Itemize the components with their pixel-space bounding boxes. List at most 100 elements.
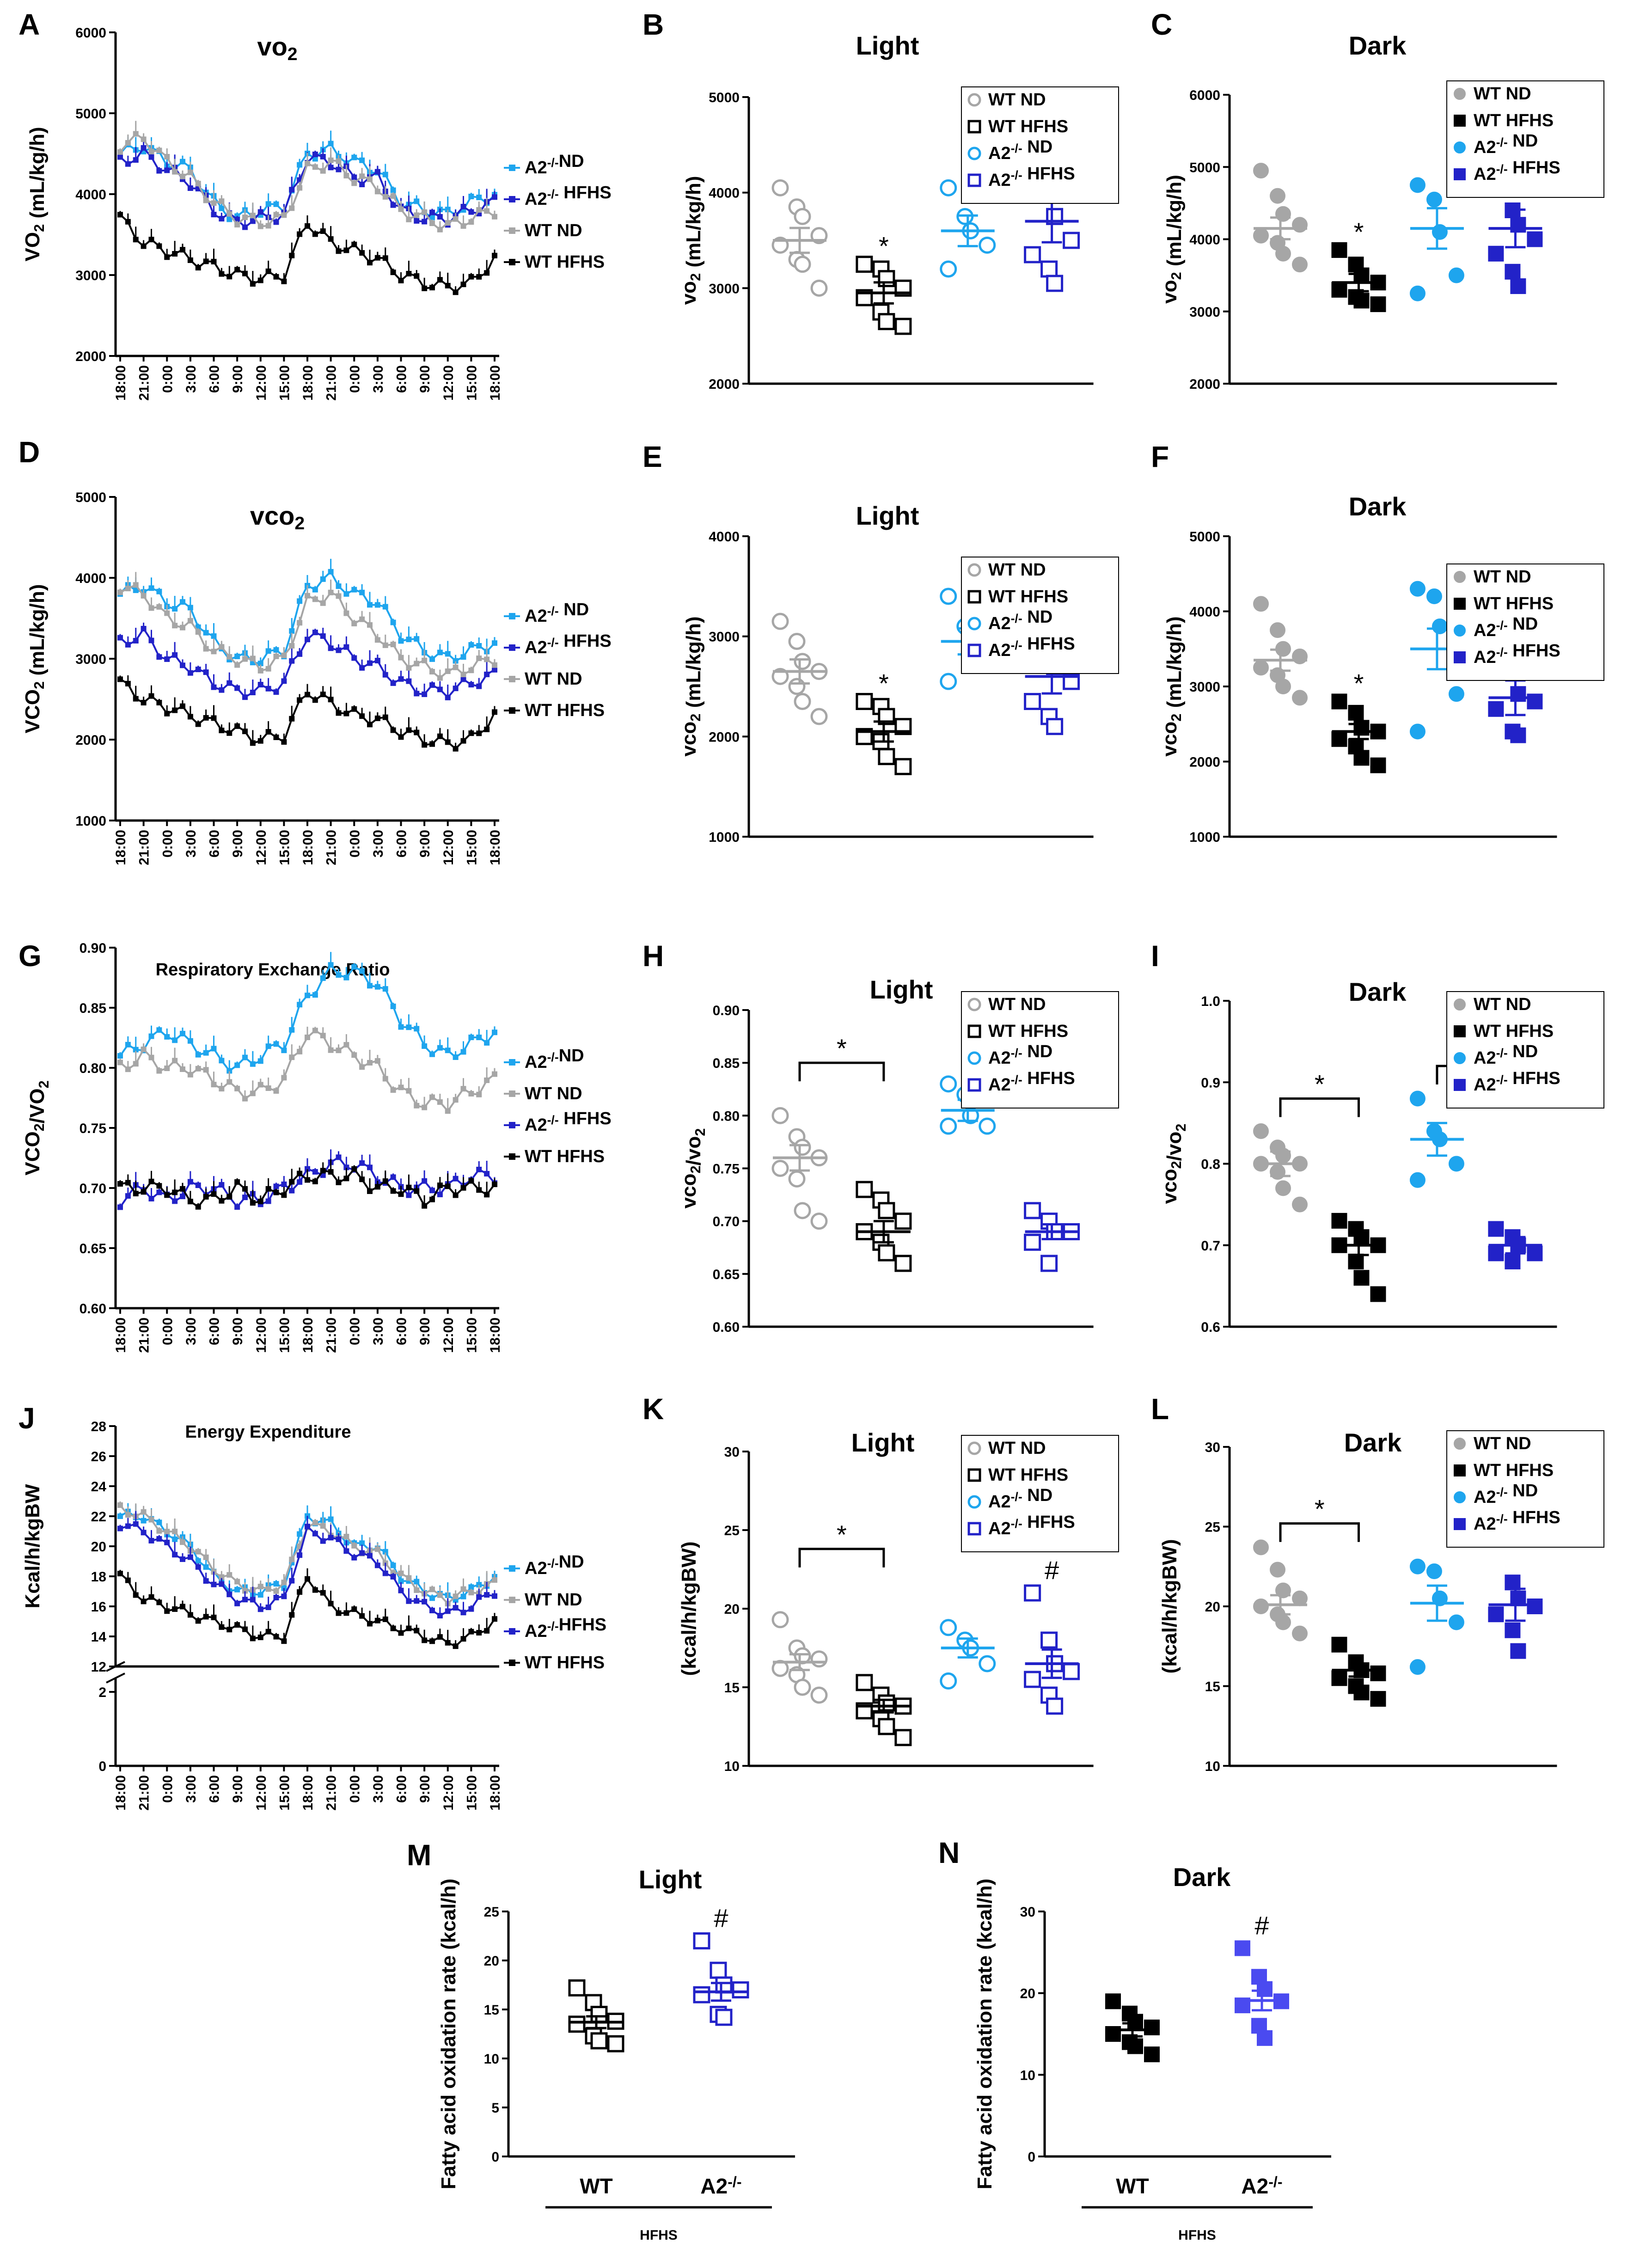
- data-point: [390, 1188, 396, 1194]
- x-tick-label: 3:00: [371, 1317, 386, 1345]
- data-point: [297, 1531, 303, 1537]
- data-point: [250, 1635, 256, 1642]
- data-point: [164, 656, 170, 662]
- legend-label: WT HFHS: [525, 1653, 605, 1672]
- data-point: [141, 1509, 147, 1515]
- data-point: [312, 1531, 318, 1537]
- data-point: [125, 219, 131, 225]
- data-point: [195, 1066, 201, 1072]
- chart-title: Energy Expenditure: [185, 1422, 351, 1442]
- data-point: [242, 1054, 248, 1060]
- legend-label: A2-/- HFHS: [988, 164, 1075, 190]
- data-point: [156, 654, 162, 660]
- data-point: [257, 1058, 263, 1064]
- data-point: [468, 1590, 474, 1596]
- data-point: [414, 1587, 420, 1593]
- data-point: [422, 742, 428, 748]
- legend-box: [961, 86, 1119, 204]
- data-point: [164, 710, 170, 717]
- data-point: [794, 208, 811, 225]
- data-point: [406, 1192, 412, 1198]
- data-point: [1409, 1090, 1426, 1107]
- data-point: [382, 604, 388, 610]
- legend-label: A2-/- HFHS: [525, 631, 612, 657]
- data-point: [940, 179, 957, 196]
- data-point: [164, 1608, 170, 1614]
- legend-label: A2-/- HFHS: [1474, 1508, 1560, 1534]
- data-point: [398, 638, 404, 644]
- data-point: [156, 147, 162, 153]
- data-point: [414, 218, 420, 224]
- data-point: [289, 1578, 295, 1584]
- data-point: [125, 1180, 131, 1186]
- legend-label: A2-/- HFHS: [525, 183, 612, 209]
- data-point: [265, 223, 271, 229]
- data-point: [1270, 1562, 1285, 1578]
- group-0: [1253, 1539, 1308, 1642]
- legend-label: WT ND: [1474, 84, 1531, 104]
- group-3: [1024, 1584, 1080, 1715]
- y-tick-label: 5000: [75, 106, 106, 122]
- legend-marker: [1454, 141, 1466, 153]
- data-point: [351, 154, 357, 160]
- data-point: [1510, 217, 1526, 233]
- data-point: [460, 738, 466, 744]
- x-tick-label: 21:00: [324, 365, 339, 401]
- y-tick-label: 0.8: [1201, 1157, 1220, 1172]
- data-point: [328, 165, 334, 171]
- x-tick-label: 12:00: [441, 1775, 456, 1811]
- legend-label: WT ND: [525, 1590, 582, 1610]
- data-point: [468, 682, 474, 688]
- data-point: [351, 1543, 357, 1549]
- x-tick-label: 9:00: [230, 365, 245, 393]
- chart-title: Respiratory Exchange Ratio: [156, 960, 390, 980]
- data-point: [133, 157, 139, 163]
- data-point: [156, 604, 162, 610]
- data-point: [125, 140, 131, 146]
- data-point: [265, 1605, 271, 1611]
- y-axis-label: Fatty acid oxidation rate (kcal/h): [973, 1879, 996, 2189]
- data-point: [693, 1932, 710, 1950]
- data-point: [328, 569, 334, 575]
- data-point: [234, 662, 240, 668]
- data-point: [305, 1035, 310, 1041]
- data-point: [894, 1729, 912, 1746]
- data-point: [320, 228, 326, 234]
- data-point: [125, 642, 131, 648]
- data-point: [468, 274, 474, 280]
- data-point: [445, 1640, 451, 1646]
- data-point: [336, 158, 342, 164]
- data-point: [141, 1189, 147, 1195]
- data-point: [390, 680, 396, 686]
- x-tick-label: 18:00: [300, 365, 316, 401]
- x-tick-label: 15:00: [464, 830, 479, 865]
- series-3: [117, 1568, 497, 1649]
- data-point: [257, 209, 263, 215]
- data-point: [281, 678, 287, 684]
- data-point: [219, 1086, 225, 1092]
- data-point: [203, 1554, 209, 1560]
- data-point: [390, 187, 396, 193]
- data-point: [289, 658, 295, 664]
- data-point: [265, 268, 271, 274]
- data-point: [878, 748, 895, 766]
- data-point: [1409, 285, 1426, 301]
- data-point: [164, 1539, 170, 1545]
- data-point: [187, 1179, 193, 1185]
- legend-label: WT ND: [525, 1084, 582, 1103]
- data-point: [226, 211, 233, 217]
- data-point: [226, 730, 233, 736]
- data-point: [453, 1097, 459, 1103]
- data-point: [156, 588, 162, 594]
- data-point: [328, 1535, 334, 1541]
- data-point: [305, 1576, 310, 1582]
- x-tick-label: 12:00: [441, 830, 456, 865]
- data-point: [1257, 2030, 1273, 2046]
- data-point: [242, 1194, 248, 1200]
- legend-box: [961, 1435, 1119, 1552]
- data-point: [219, 1182, 225, 1188]
- data-point: [374, 658, 380, 664]
